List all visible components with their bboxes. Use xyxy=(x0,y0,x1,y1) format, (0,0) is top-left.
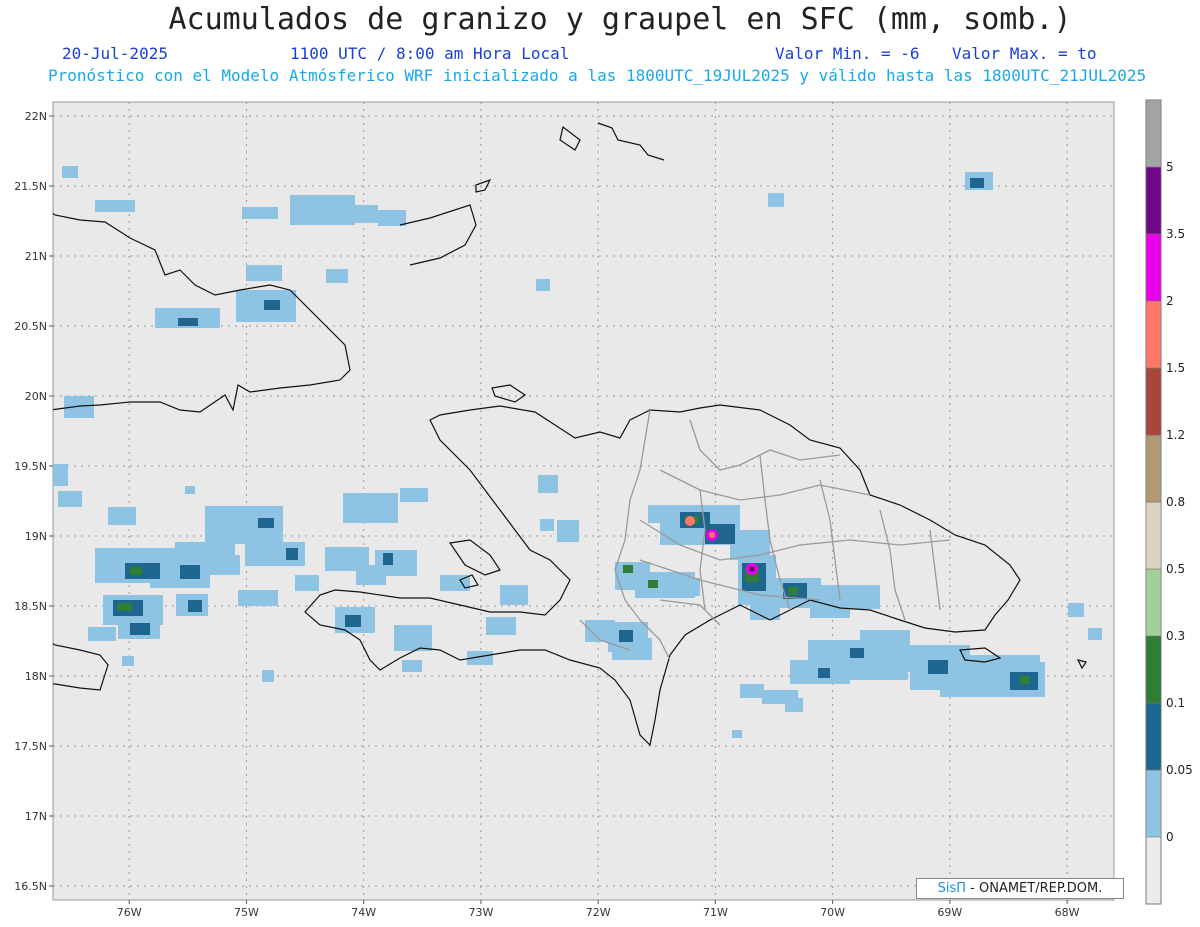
colorbar-label: 3.5 xyxy=(1166,227,1185,241)
colorbar-swatch xyxy=(1145,233,1162,302)
precip-field xyxy=(53,166,1102,738)
lat-tick-label: 17N xyxy=(25,810,47,823)
lon-tick-labels: 76W 75W 74W 73W 72W 71W 70W 69W 68W xyxy=(117,900,1080,919)
colorbar-label: 1.2 xyxy=(1166,428,1185,442)
colorbar-label: 0.5 xyxy=(1166,562,1185,576)
lat-tick-label: 20.5N xyxy=(14,320,47,333)
lon-tick-label: 75W xyxy=(234,906,259,919)
colorbar-swatch xyxy=(1145,434,1162,503)
admin-borders xyxy=(579,409,951,661)
lon-tick-label: 69W xyxy=(937,906,962,919)
colorbar-swatch xyxy=(1145,635,1162,704)
lat-tick-label: 16.5N xyxy=(14,880,47,893)
max-value: Valor Max. = to xyxy=(952,44,1097,63)
credit-text: - ONAMET/REP.DOM. xyxy=(966,881,1103,896)
colorbar-label: 0.05 xyxy=(1166,763,1193,777)
lon-tick-label: 76W xyxy=(117,906,142,919)
lat-tick-label: 18N xyxy=(25,670,47,683)
lat-tick-labels: 22N 21.5N 21N 20.5N 20N 19.5N 19N 18.5N 18N 17.5N… xyxy=(14,110,53,893)
valid-date: 20-Jul-2025 xyxy=(62,44,168,63)
colorbar-swatch xyxy=(1145,367,1162,436)
valid-time: 1100 UTC / 8:00 am Hora Local xyxy=(290,44,570,63)
lat-tick-label: 20N xyxy=(25,390,47,403)
precip-peak-areas xyxy=(685,516,758,575)
colorbar-swatch xyxy=(1145,769,1162,838)
lat-tick-label: 18.5N xyxy=(14,600,47,613)
lat-tick-label: 21.5N xyxy=(14,180,47,193)
colorbar-swatch xyxy=(1145,501,1162,570)
colorbar-label: 0.1 xyxy=(1166,696,1185,710)
colorbar-swatch xyxy=(1145,568,1162,637)
credit-box: SisΠ - ONAMET/REP.DOM. xyxy=(916,878,1124,899)
lon-tick-label: 74W xyxy=(351,906,376,919)
map-plot-area xyxy=(52,101,1115,901)
colorbar-swatch xyxy=(1145,99,1162,168)
lon-tick-label: 71W xyxy=(703,906,728,919)
lat-tick-label: 21N xyxy=(25,250,47,263)
colorbar-label: 2 xyxy=(1166,294,1174,308)
lat-tick-label: 22N xyxy=(25,110,47,123)
colorbar-label: 0.3 xyxy=(1166,629,1185,643)
credit-brand: SisΠ xyxy=(937,881,967,896)
forecast-subtitle: Pronóstico con el Modelo Atmósferico WRF… xyxy=(48,66,1147,85)
min-value: Valor Min. = -6 xyxy=(775,44,920,63)
lon-tick-label: 72W xyxy=(586,906,611,919)
colorbar-label: 0.8 xyxy=(1166,495,1185,509)
colorbar-swatch xyxy=(1145,702,1162,771)
lat-tick-label: 19N xyxy=(25,530,47,543)
lon-tick-label: 68W xyxy=(1055,906,1080,919)
colorbar-label: 1.5 xyxy=(1166,361,1185,375)
coastlines xyxy=(53,122,1087,747)
colorbar-label: 5 xyxy=(1166,160,1174,174)
colorbar: 0 0.05 0.1 0.3 0.5 0.8 1.2 1.5 2 3.5 5 xyxy=(1145,99,1193,905)
precip-low-areas xyxy=(53,166,1102,738)
lon-tick-label: 73W xyxy=(468,906,493,919)
colorbar-label: 0 xyxy=(1166,830,1174,844)
lat-tick-label: 19.5N xyxy=(14,460,47,473)
lat-tick-label: 17.5N xyxy=(14,740,47,753)
colorbar-swatch xyxy=(1145,166,1162,235)
colorbar-swatch xyxy=(1145,300,1162,369)
map-title: Acumulados de granizo y graupel en SFC (… xyxy=(168,2,1072,37)
lon-tick-label: 70W xyxy=(820,906,845,919)
